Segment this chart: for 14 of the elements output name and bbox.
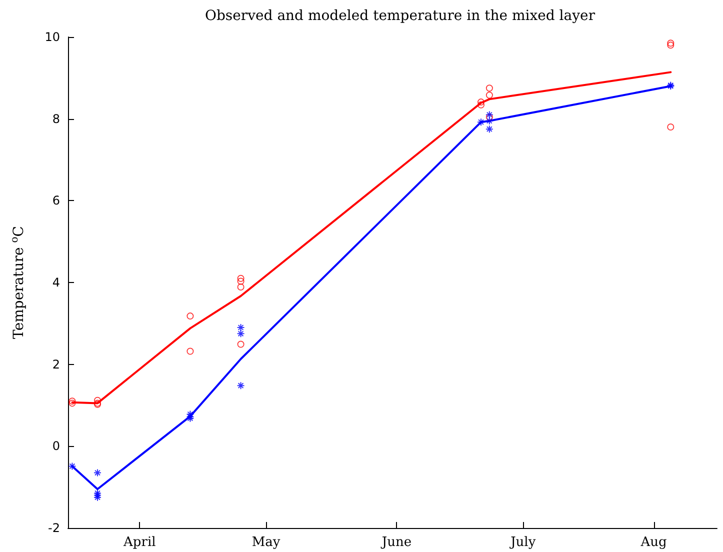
x-tick-label: April: [122, 535, 156, 550]
y-tick-label: 2: [52, 357, 60, 372]
x-tick-label: May: [252, 535, 281, 550]
y-tick-label: 10: [44, 30, 60, 44]
x-tick-label: June: [380, 535, 412, 550]
chart-title: Observed and modeled temperature in the mixed layer: [204, 8, 596, 24]
y-tick-label: 0: [52, 439, 60, 454]
y-tick-label: -2: [48, 521, 60, 535]
y-axis-title: Temperature oC: [10, 226, 27, 339]
y-tick-label: 4: [52, 276, 60, 290]
y-tick-label: 6: [52, 194, 60, 208]
y-tick-label: 8: [52, 112, 60, 126]
x-tick-label: Aug: [640, 535, 667, 550]
x-tick-label: July: [508, 535, 536, 550]
